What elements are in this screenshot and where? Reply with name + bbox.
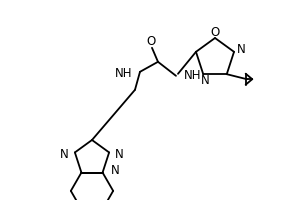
Text: N: N: [237, 43, 245, 56]
Text: N: N: [60, 148, 69, 161]
Text: N: N: [201, 74, 210, 87]
Text: O: O: [146, 35, 156, 48]
Text: NH: NH: [184, 69, 202, 82]
Text: NH: NH: [115, 67, 132, 80]
Text: O: O: [210, 25, 220, 38]
Text: N: N: [111, 164, 119, 177]
Text: N: N: [115, 148, 124, 161]
